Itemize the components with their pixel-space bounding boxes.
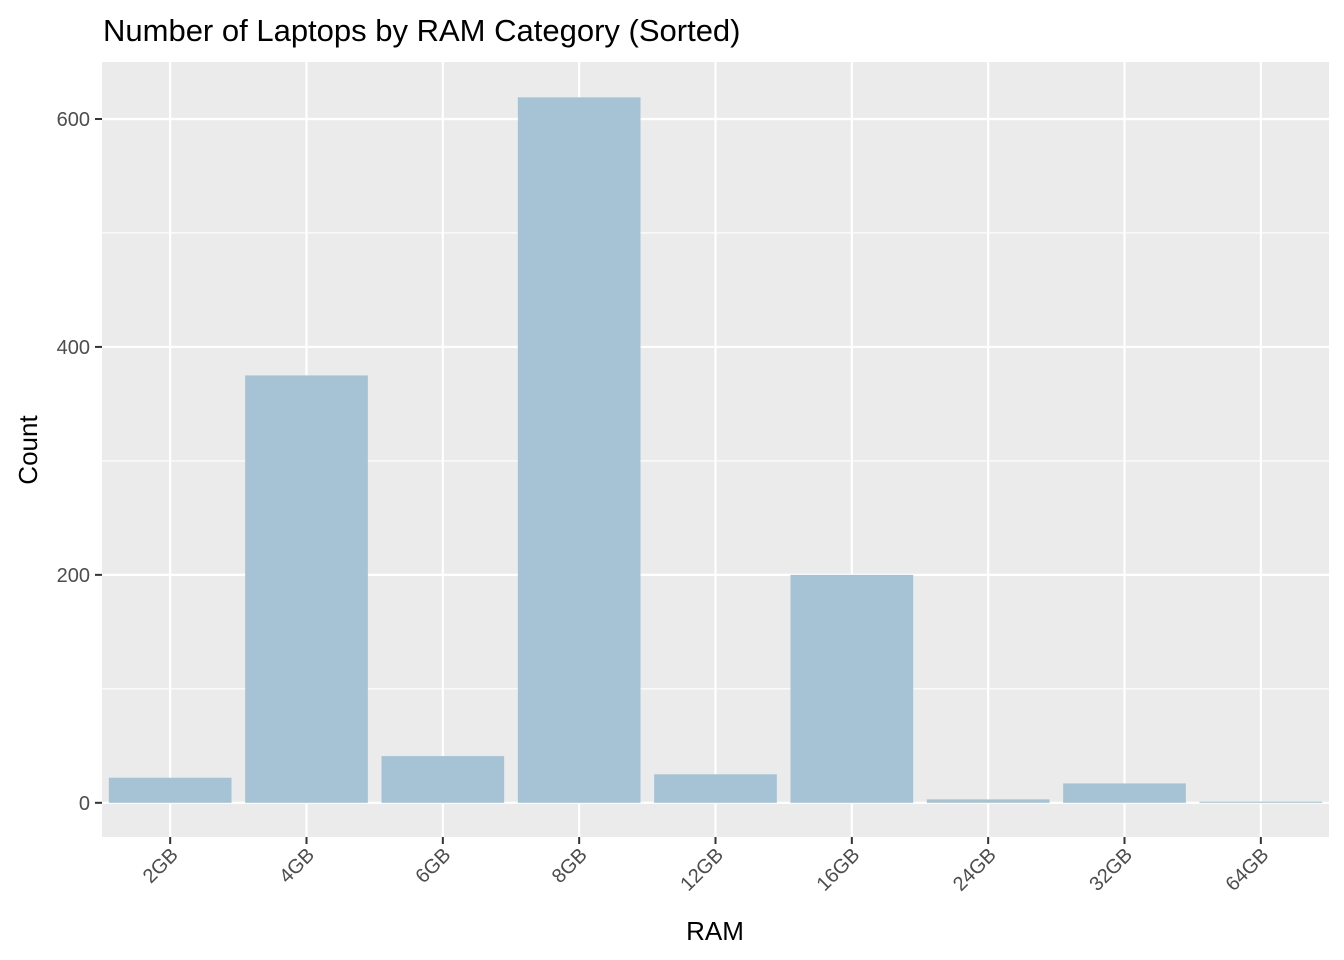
x-tick-label: 64GB — [1222, 844, 1274, 896]
y-tick-label: 200 — [57, 565, 90, 587]
x-tick-label: 8GB — [548, 844, 592, 888]
bar-64GB — [1199, 801, 1323, 803]
x-tick-label: 12GB — [676, 844, 728, 896]
x-tick-label: 4GB — [275, 844, 319, 888]
y-tick-label: 600 — [57, 109, 90, 131]
x-tick-label: 32GB — [1085, 844, 1137, 896]
x-tick-label: 16GB — [813, 844, 865, 896]
x-tick-label: 24GB — [949, 844, 1001, 896]
x-axis-title: RAM — [686, 916, 744, 946]
bars — [108, 97, 1323, 803]
x-tick-label: 6GB — [412, 844, 456, 888]
y-axis-title: Count — [13, 415, 43, 485]
bar-6GB — [381, 756, 505, 803]
chart-title: Number of Laptops by RAM Category (Sorte… — [103, 13, 741, 48]
bar-12GB — [654, 774, 777, 803]
bar-8GB — [517, 97, 641, 803]
bar-32GB — [1063, 783, 1186, 803]
x-tick-label: 2GB — [139, 844, 183, 888]
y-tick-label: 400 — [57, 337, 90, 359]
bar-2GB — [108, 777, 232, 803]
bar-16GB — [790, 574, 914, 803]
bar-24GB — [926, 799, 1050, 803]
bar-4GB — [245, 375, 368, 803]
y-tick-label: 0 — [79, 793, 90, 815]
